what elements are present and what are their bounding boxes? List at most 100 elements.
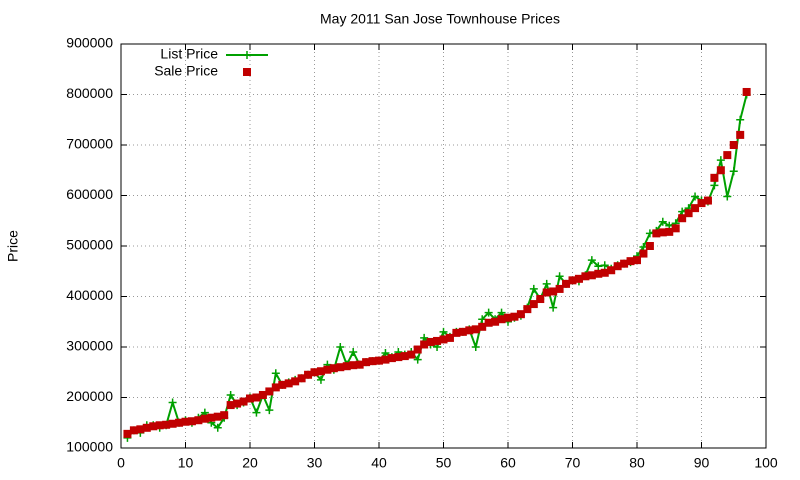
sale-point bbox=[504, 313, 512, 322]
sale-point bbox=[362, 358, 371, 367]
x-tick-label: 0 bbox=[117, 455, 125, 471]
sale-point bbox=[665, 227, 674, 236]
legend-marker bbox=[243, 68, 251, 76]
sale-point bbox=[742, 87, 751, 96]
list-point bbox=[265, 406, 274, 415]
x-tick-label: 60 bbox=[500, 455, 516, 471]
sale-point bbox=[471, 325, 480, 334]
sale-point bbox=[445, 333, 454, 342]
sale-point bbox=[568, 276, 577, 285]
plot-border bbox=[120, 43, 767, 449]
x-tick-label: 50 bbox=[436, 455, 452, 471]
sale-point bbox=[175, 418, 184, 427]
list-point bbox=[555, 272, 564, 281]
list-point bbox=[529, 284, 538, 293]
x-tick-label: 40 bbox=[371, 455, 387, 471]
sale-point bbox=[239, 397, 248, 406]
sale-point bbox=[478, 322, 487, 331]
sale-point bbox=[342, 362, 351, 371]
sale-point bbox=[671, 224, 680, 233]
list-point bbox=[587, 256, 596, 265]
list-point bbox=[729, 167, 738, 176]
list-point bbox=[271, 369, 280, 378]
sale-point bbox=[536, 295, 545, 304]
sale-point bbox=[220, 411, 229, 420]
sale-point bbox=[297, 374, 306, 383]
list-point bbox=[542, 279, 551, 288]
sale-point bbox=[452, 328, 461, 337]
sale-point bbox=[510, 312, 519, 321]
sale-point bbox=[433, 336, 442, 345]
sale-point bbox=[168, 419, 177, 428]
sale-point bbox=[587, 271, 596, 280]
sale-point bbox=[323, 365, 332, 374]
sale-point bbox=[123, 429, 132, 438]
sale-point bbox=[336, 363, 345, 372]
sale-point bbox=[271, 383, 280, 392]
sale-point bbox=[149, 422, 158, 431]
sale-point bbox=[368, 357, 377, 366]
sale-point bbox=[678, 214, 687, 223]
sale-point bbox=[555, 284, 564, 293]
x-tick-label: 100 bbox=[754, 455, 778, 471]
list-point bbox=[736, 115, 745, 124]
sale-point bbox=[355, 360, 364, 369]
y-tick-label: 400000 bbox=[66, 287, 113, 303]
list-point bbox=[691, 192, 700, 201]
sale-point bbox=[265, 387, 274, 396]
sale-point bbox=[407, 350, 416, 359]
list-point bbox=[226, 390, 235, 399]
sale-point bbox=[729, 141, 738, 149]
sale-point bbox=[213, 412, 222, 421]
y-tick-label: 500000 bbox=[66, 237, 113, 253]
list-point bbox=[658, 217, 667, 226]
sale-point bbox=[136, 425, 145, 434]
sale-point bbox=[194, 416, 203, 425]
sale-point bbox=[710, 173, 719, 182]
chart-title: May 2011 San Jose Townhouse Prices bbox=[320, 11, 560, 27]
sale-point bbox=[155, 421, 164, 430]
sale-point bbox=[697, 199, 706, 208]
sale-point bbox=[691, 204, 700, 213]
y-tick-label: 700000 bbox=[66, 136, 113, 152]
sale-point bbox=[626, 257, 635, 266]
sale-point bbox=[658, 228, 667, 237]
legend-label: List Price bbox=[160, 46, 218, 62]
sale-point bbox=[284, 379, 293, 388]
list-point bbox=[600, 261, 609, 270]
sale-point bbox=[645, 242, 654, 250]
sale-point bbox=[458, 327, 467, 336]
sale-point bbox=[581, 272, 590, 281]
sale-point bbox=[497, 315, 506, 324]
sale-point bbox=[594, 269, 603, 278]
sale-point bbox=[607, 266, 616, 275]
y-tick-label: 600000 bbox=[66, 186, 113, 202]
list-point bbox=[710, 181, 719, 190]
y-tick-label: 300000 bbox=[66, 338, 113, 354]
list-point bbox=[484, 308, 493, 317]
list-point bbox=[213, 423, 222, 432]
list-point bbox=[252, 408, 261, 417]
sale-point bbox=[639, 249, 648, 258]
sale-point bbox=[620, 259, 629, 268]
x-tick-label: 10 bbox=[178, 455, 194, 471]
legend-label: Sale Price bbox=[154, 63, 218, 79]
sale-point bbox=[420, 340, 429, 349]
list-point bbox=[316, 375, 325, 384]
sale-point bbox=[233, 399, 242, 408]
list-point bbox=[336, 343, 345, 351]
sale-point bbox=[291, 377, 300, 386]
sale-point bbox=[439, 335, 448, 344]
x-tick-label: 80 bbox=[629, 455, 645, 471]
x-tick-label: 90 bbox=[694, 455, 710, 471]
list-point bbox=[723, 192, 732, 201]
sale-point bbox=[200, 414, 209, 423]
x-tick-label: 70 bbox=[565, 455, 581, 471]
list-point bbox=[439, 327, 448, 336]
sale-point bbox=[716, 166, 725, 175]
y-tick-label: 200000 bbox=[66, 388, 113, 404]
series-line bbox=[126, 94, 748, 439]
sale-point bbox=[310, 368, 319, 377]
sale-point bbox=[562, 279, 571, 288]
